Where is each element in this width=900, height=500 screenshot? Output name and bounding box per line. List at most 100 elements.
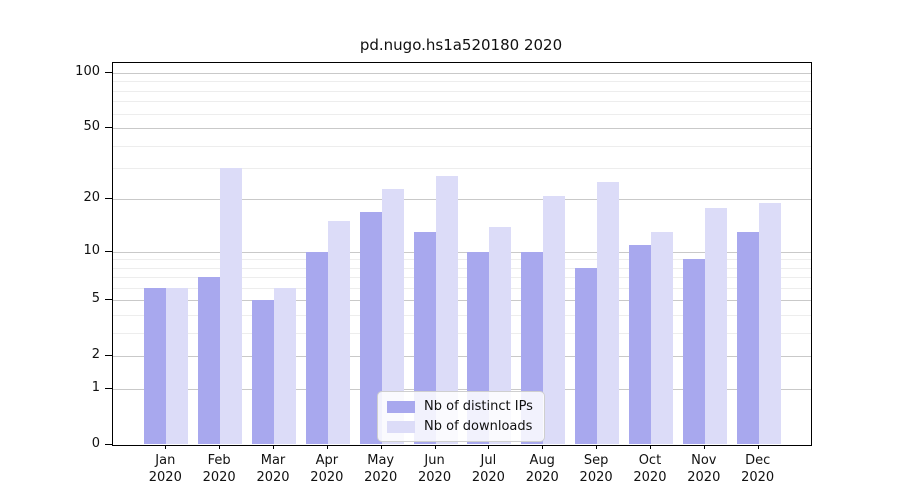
chart-title: pd.nugo.hs1a520180 2020 (359, 36, 563, 54)
bar-downloads-mar-2020 (274, 287, 296, 445)
x-tick-label-year: 2020 (471, 470, 505, 485)
x-tick-label-year: 2020 (687, 470, 721, 485)
x-tick-label-year: 2020 (525, 470, 559, 485)
bar-downloads-aug-2020 (543, 195, 566, 445)
minor-gridline (113, 314, 811, 316)
legend-item-downloads: Nb of downloads (387, 419, 535, 434)
bar-distinct-ips-mar-2020 (252, 300, 274, 445)
minor-gridline (113, 277, 811, 279)
y-tick-label: 2 (91, 347, 100, 363)
y-tick-label: 1 (91, 379, 100, 395)
x-tick-label: Sep 2020 (568, 452, 624, 486)
y-tick-label: 100 (75, 64, 100, 80)
y-tick-mark (105, 355, 112, 357)
minor-gridline (113, 81, 811, 83)
x-tick-label-year: 2020 (418, 470, 452, 485)
minor-gridline (113, 113, 811, 115)
x-tick-label-year: 2020 (310, 470, 344, 485)
x-tick-label: Nov 2020 (676, 452, 732, 486)
x-tick-mark (380, 445, 382, 449)
minor-gridline (113, 90, 811, 92)
y-tick-mark (105, 127, 112, 129)
x-tick-label-year: 2020 (364, 470, 398, 485)
minor-gridline (113, 145, 811, 147)
legend-label-distinct-ips: Nb of distinct IPs (424, 399, 533, 414)
legend: Nb of distinct IPs Nb of downloads (377, 391, 545, 442)
x-tick-label-month: Feb (207, 453, 231, 468)
x-tick-label-year: 2020 (579, 470, 613, 485)
bar-distinct-ips-apr-2020 (305, 251, 328, 445)
x-tick-label: Feb 2020 (191, 452, 247, 486)
bar-distinct-ips-feb-2020 (198, 277, 221, 445)
bar-distinct-ips-may-2020 (359, 211, 382, 445)
major-gridline (113, 199, 811, 201)
minor-gridline (113, 287, 811, 289)
x-tick-mark (165, 445, 167, 449)
x-tick-label: Mar 2020 (245, 452, 301, 486)
bar-downloads-feb-2020 (220, 168, 243, 445)
y-tick-mark (105, 250, 112, 252)
major-gridline (113, 73, 811, 75)
y-tick-mark (105, 387, 112, 389)
major-gridline (113, 251, 811, 253)
legend-swatch-downloads (387, 420, 415, 433)
x-tick-label-year: 2020 (256, 470, 290, 485)
x-tick-label-year: 2020 (202, 470, 236, 485)
bar-downloads-dec-2020 (758, 203, 781, 445)
x-tick-label: Oct 2020 (622, 452, 678, 486)
x-tick-mark (757, 445, 759, 449)
x-tick-label: May 2020 (353, 452, 409, 486)
x-tick-mark (219, 445, 221, 449)
y-tick-mark (105, 443, 112, 445)
y-tick-label: 20 (83, 190, 100, 206)
x-tick-label-year: 2020 (633, 470, 667, 485)
bar-downloads-oct-2020 (650, 232, 673, 445)
minor-gridline (113, 332, 811, 334)
x-tick-label-month: Mar (260, 453, 286, 468)
y-tick-label: 5 (91, 291, 100, 307)
minor-gridline (113, 267, 811, 269)
x-tick-label-month: Apr (315, 453, 339, 468)
bar-downloads-jun-2020 (435, 176, 458, 445)
x-tick-label-month: Nov (691, 453, 717, 468)
x-tick-mark (488, 445, 490, 449)
x-tick-label: Dec 2020 (730, 452, 786, 486)
legend-swatch-distinct-ips (387, 400, 415, 413)
legend-label-downloads: Nb of downloads (424, 419, 533, 434)
x-tick-label: Apr 2020 (299, 452, 355, 486)
x-tick-label-month: Jun (424, 453, 445, 468)
x-tick-label: Aug 2020 (514, 452, 570, 486)
x-tick-label-month: Jul (480, 453, 497, 468)
legend-item-distinct-ips: Nb of distinct IPs (387, 399, 535, 414)
x-tick-mark (596, 445, 598, 449)
bar-distinct-ips-dec-2020 (736, 232, 759, 445)
x-tick-mark (703, 445, 705, 449)
plot-area (112, 62, 812, 446)
x-tick-label-month: May (367, 453, 395, 468)
x-tick-label-month: Dec (745, 453, 771, 468)
x-tick-label-year: 2020 (148, 470, 182, 485)
x-tick-mark (542, 445, 544, 449)
minor-gridline (113, 101, 811, 103)
x-tick-mark (434, 445, 436, 449)
major-gridline (113, 128, 811, 130)
bar-downloads-may-2020 (381, 188, 404, 445)
y-tick-label: 50 (83, 119, 100, 135)
bar-downloads-sep-2020 (597, 182, 620, 445)
x-tick-mark (273, 445, 274, 449)
x-tick-label-month: Jan (155, 453, 176, 468)
minor-gridline (113, 168, 811, 170)
minor-gridline (113, 259, 811, 261)
y-tick-mark (105, 72, 112, 74)
x-tick-label: Jan 2020 (137, 452, 193, 486)
x-tick-mark (326, 445, 328, 449)
bar-distinct-ips-nov-2020 (682, 259, 705, 445)
x-tick-label-month: Sep (583, 453, 609, 468)
bar-distinct-ips-oct-2020 (628, 244, 651, 445)
bar-downloads-jul-2020 (489, 226, 512, 445)
bar-downloads-nov-2020 (704, 207, 727, 445)
x-tick-mark (649, 445, 651, 449)
bar-distinct-ips-sep-2020 (575, 267, 598, 445)
y-tick-label: 0 (91, 435, 100, 451)
